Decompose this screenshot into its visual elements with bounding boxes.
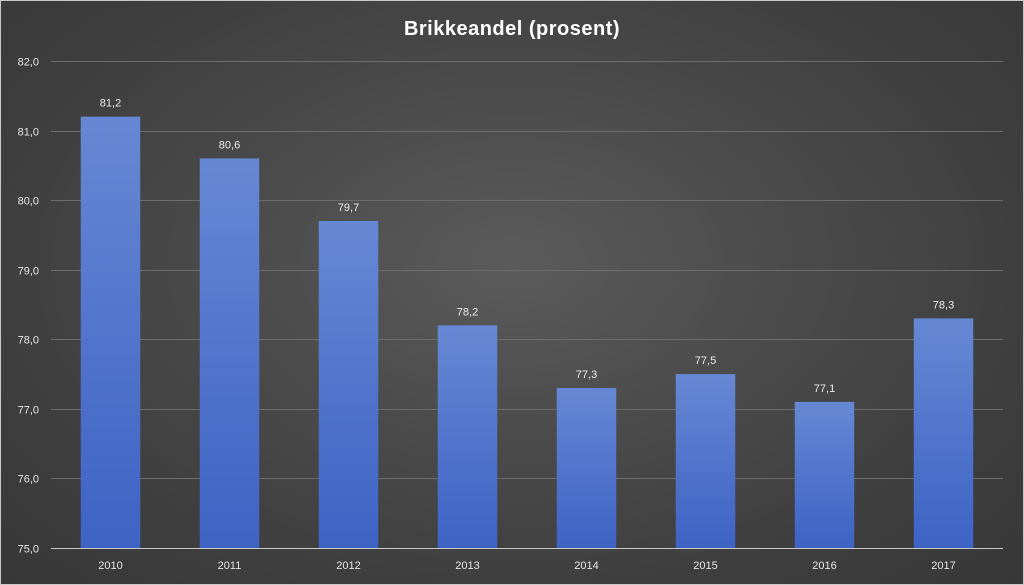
bars [80,116,974,549]
data-label: 77,3 [576,369,597,381]
grid-lines [51,61,1003,479]
data-labels: 81,2 80,6 79,7 78,2 77,3 77,5 77,1 78,3 [100,98,954,395]
axes: 75,0 76,0 77,0 78,0 79,0 80,0 81,0 82,0 2010 2011… [18,57,1003,572]
bar [794,401,855,548]
y-tick-label: 76,0 [18,474,39,486]
x-tick-label: 2014 [574,560,598,572]
bar [199,158,260,548]
y-tick-label: 81,0 [18,127,39,139]
y-tick-label: 78,0 [18,335,39,347]
x-tick-label: 2013 [455,560,479,572]
bar [556,387,617,548]
bar [80,116,141,549]
data-label: 78,3 [933,299,954,311]
bar [675,374,736,548]
x-tick-label: 2016 [812,560,836,572]
bar [913,318,974,548]
bar [437,325,498,548]
y-tick-label: 79,0 [18,266,39,278]
data-label: 81,2 [100,98,121,110]
bar [318,221,379,548]
x-tick-label: 2012 [336,560,360,572]
x-tick-label: 2017 [931,560,955,572]
y-tick-label: 75,0 [18,544,39,556]
x-tick-label: 2015 [693,560,717,572]
data-label: 80,6 [219,139,240,151]
x-tick-label: 2011 [218,560,242,572]
y-tick-label: 77,0 [18,405,39,417]
x-tick-label: 2010 [98,560,122,572]
data-label: 77,5 [695,355,716,367]
y-tick-label: 82,0 [18,57,39,69]
data-label: 78,2 [457,306,478,318]
data-label: 77,1 [814,383,835,395]
data-label: 79,7 [338,202,359,214]
chart-title: Brikkeandel (prosent) [403,18,621,40]
y-tick-label: 80,0 [18,196,39,208]
